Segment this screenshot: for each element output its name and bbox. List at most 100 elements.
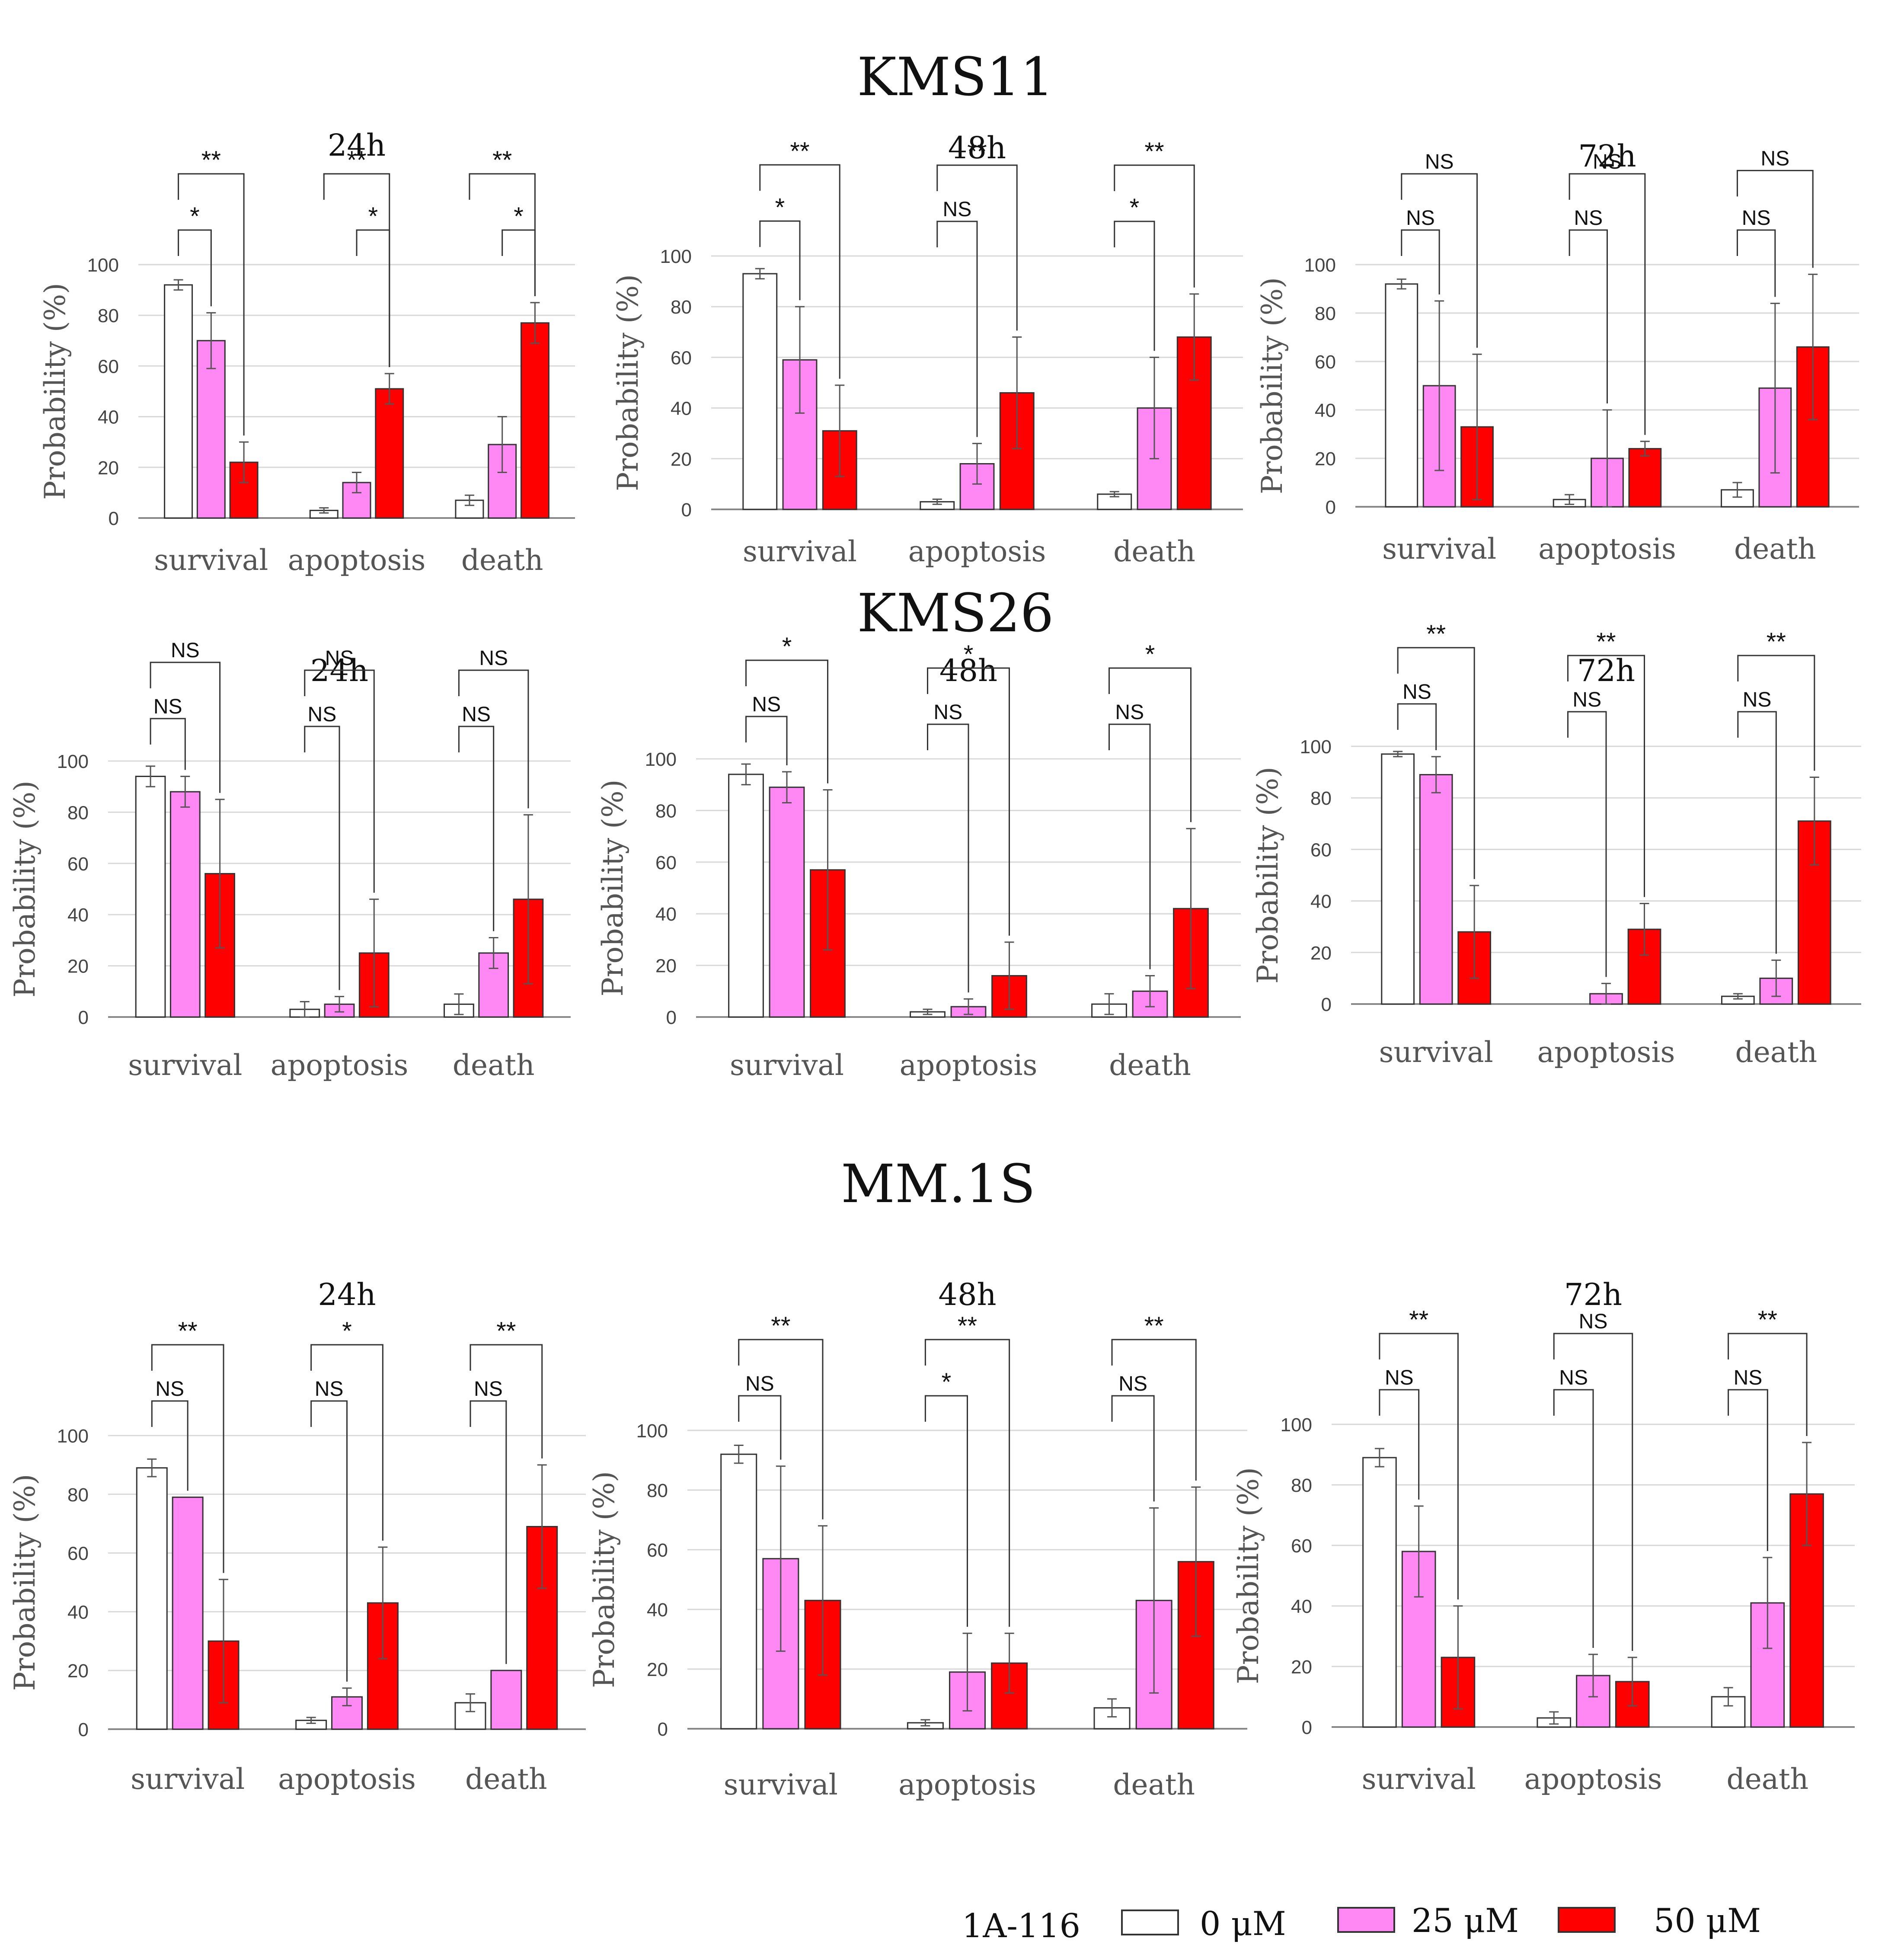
bar — [720, 1453, 757, 1730]
significance-bracket — [470, 1400, 507, 1664]
significance-label: NS — [315, 1378, 344, 1401]
significance-bracket — [1736, 229, 1776, 297]
significance-label: NS — [1406, 207, 1435, 230]
significance-bracket — [458, 726, 495, 931]
bar — [136, 1467, 168, 1730]
x-category-label: death — [1109, 1049, 1191, 1082]
significance-label: * — [942, 1368, 952, 1396]
chart-panel-kms11-24h: 24h Probability (%) 0 20 40 60 80 100 survival ap… — [38, 128, 575, 577]
significance-bracket — [1379, 1389, 1420, 1500]
significance-label: NS — [1425, 150, 1454, 173]
significance-label: * — [514, 202, 524, 230]
section-title-kms26: KMS26 — [857, 582, 1054, 644]
chart-panel-mm1s-48h: 48h Probability (%) 0 20 40 60 80 100 survival ap… — [588, 1277, 1247, 1801]
significance-label: ** — [967, 138, 987, 166]
significance-label: ** — [1144, 1312, 1164, 1340]
x-category-label: death — [465, 1762, 547, 1796]
significance-label: NS — [155, 1378, 184, 1401]
significance-bracket — [1401, 229, 1440, 294]
significance-bracket — [150, 718, 186, 770]
significance-label: ** — [1596, 628, 1616, 656]
section-title-mm1s: MM.1S — [841, 1153, 1035, 1215]
y-tick-label: 20 — [67, 1660, 89, 1682]
bar — [520, 322, 549, 519]
x-category-label: survival — [724, 1768, 838, 1801]
bar — [196, 340, 226, 519]
significance-bracket — [1397, 647, 1475, 879]
y-tick-label: 0 — [658, 1719, 668, 1740]
x-category-label: apoptosis — [908, 535, 1046, 568]
significance-bracket — [1737, 711, 1777, 954]
bar — [172, 1497, 204, 1730]
x-category-label: apoptosis — [288, 544, 426, 577]
bar — [169, 791, 201, 1018]
y-tick-label: 0 — [1321, 994, 1332, 1015]
legend-label-50um: 50 μM — [1654, 1901, 1761, 1940]
y-tick-label: 40 — [98, 407, 119, 428]
y-tick-label: 40 — [655, 904, 677, 925]
x-category-label: apoptosis — [278, 1762, 416, 1796]
significance-label: NS — [474, 1378, 503, 1401]
y-tick-label: 100 — [57, 751, 89, 772]
panel-title: 48h — [948, 130, 1006, 166]
significance-label: NS — [1402, 681, 1431, 704]
significance-label: NS — [1574, 207, 1603, 230]
y-tick-label: 100 — [87, 255, 119, 276]
y-tick-label: 20 — [1291, 1657, 1312, 1678]
x-category-label: survival — [730, 1049, 844, 1082]
bar — [1381, 753, 1415, 1005]
y-tick-label: 80 — [1310, 788, 1332, 809]
significance-label: * — [782, 633, 792, 661]
y-axis-label: Probability (%) — [588, 1471, 621, 1688]
chart-panel-kms11-48h: 48h Probability (%) 0 20 40 60 80 100 survival ap… — [611, 130, 1243, 568]
significance-bracket — [759, 164, 840, 379]
significance-label: ** — [496, 1317, 516, 1345]
significance-bracket — [1379, 1333, 1459, 1599]
significance-label: NS — [1734, 1366, 1763, 1389]
legend-label-0um: 0 μM — [1200, 1904, 1286, 1943]
bar — [375, 388, 404, 519]
significance-bracket — [469, 173, 536, 296]
y-tick-label: 80 — [67, 1484, 89, 1506]
significance-bracket — [927, 667, 1010, 936]
legend-swatch-25um — [1337, 1907, 1395, 1933]
significance-bracket — [1111, 1395, 1155, 1502]
significance-bracket — [1114, 221, 1155, 351]
y-tick-label: 40 — [1315, 400, 1336, 421]
significance-bracket — [1728, 1333, 1808, 1436]
y-tick-label: 80 — [655, 800, 677, 822]
y-tick-label: 20 — [647, 1659, 668, 1680]
x-category-label: death — [1113, 1768, 1195, 1801]
x-category-label: survival — [1379, 1036, 1493, 1069]
bar — [490, 1670, 522, 1730]
y-tick-label: 20 — [1310, 943, 1332, 964]
y-tick-label: 100 — [1281, 1414, 1312, 1436]
x-category-label: death — [1734, 532, 1816, 566]
significance-label: NS — [1559, 1366, 1588, 1389]
significance-label: * — [1130, 194, 1140, 222]
chart-panel-mm1s-24h: 24h Probability (%) 0 20 40 60 80 100 survival ap… — [8, 1277, 586, 1796]
significance-label: ** — [347, 146, 366, 174]
significance-bracket — [759, 220, 801, 301]
significance-label: NS — [479, 647, 508, 670]
significance-label: NS — [1118, 1372, 1147, 1395]
bar — [728, 774, 764, 1018]
significance-label: ** — [958, 1312, 977, 1340]
significance-label: NS — [171, 639, 200, 662]
significance-label: NS — [153, 695, 182, 718]
legend-label-25um: 25 μM — [1412, 1901, 1519, 1940]
significance-bracket — [936, 164, 1018, 331]
x-category-label: survival — [154, 544, 268, 577]
y-tick-label: 60 — [1310, 839, 1332, 860]
y-tick-label: 0 — [78, 1007, 89, 1028]
y-axis-label: Probability (%) — [8, 1474, 42, 1691]
y-tick-label: 60 — [67, 1543, 89, 1564]
significance-label: NS — [745, 1372, 774, 1395]
significance-bracket — [304, 726, 340, 990]
significance-label: NS — [943, 198, 972, 221]
significance-label: NS — [1579, 1310, 1608, 1333]
y-tick-label: 40 — [1310, 891, 1332, 912]
significance-label: ** — [1144, 138, 1164, 166]
